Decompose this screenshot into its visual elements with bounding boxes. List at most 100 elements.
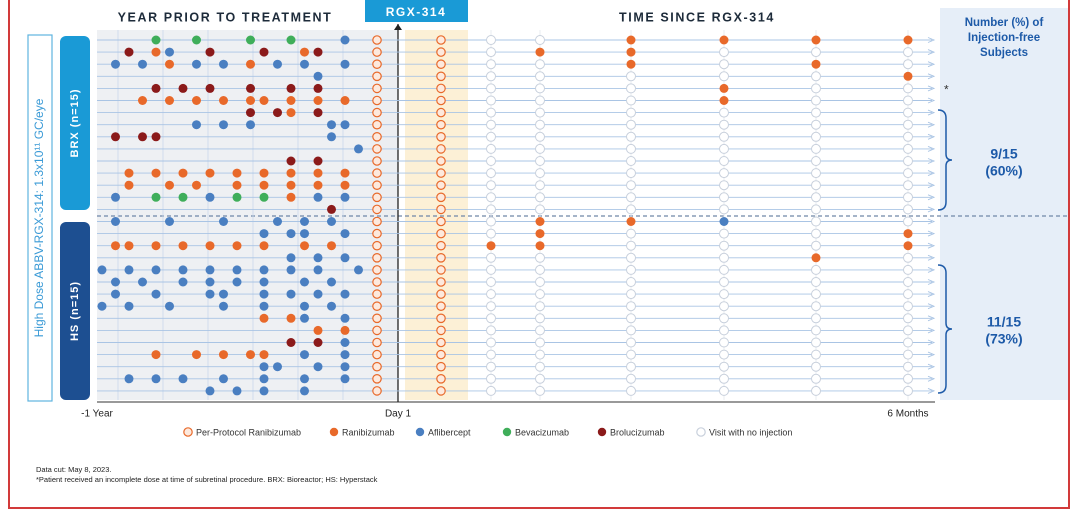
visit-dot [719, 156, 729, 166]
injection-dot [219, 289, 228, 299]
injection-dot [246, 108, 255, 118]
visit-dot [903, 373, 913, 384]
visit-dot [535, 131, 545, 142]
visit-dot [486, 252, 496, 263]
injection-dot [286, 338, 296, 347]
injection-dot [205, 192, 215, 202]
injection-dot [273, 217, 282, 226]
visit-dot [486, 373, 496, 384]
visit-dot [811, 277, 821, 287]
per-protocol-dot [436, 289, 446, 299]
injection-dot [232, 265, 242, 275]
visit-dot [535, 143, 545, 154]
per-protocol-dot [372, 228, 382, 239]
injection-dot [111, 217, 120, 226]
visit-dot [903, 337, 913, 348]
legend-swatch [696, 427, 706, 437]
visit-dot [486, 119, 496, 130]
visit-dot [535, 95, 545, 106]
group-label: HS (n=15) [69, 281, 81, 341]
per-protocol-dot [436, 277, 446, 287]
injection-dot [205, 265, 215, 275]
visit-dot [626, 252, 636, 263]
injection-dot [535, 241, 545, 251]
injection-dot [719, 96, 729, 105]
per-protocol-dot [436, 71, 446, 82]
per-protocol-dot [372, 277, 382, 287]
injection-dot [286, 289, 296, 299]
row-arrow [927, 121, 936, 128]
visit-dot [811, 47, 821, 58]
injection-dot [151, 83, 161, 93]
per-protocol-dot [372, 325, 382, 336]
visit-dot [486, 83, 496, 94]
group-box [60, 222, 90, 400]
injection-dot [300, 47, 309, 57]
injection-dot [626, 217, 636, 226]
visit-dot [535, 168, 545, 179]
injection-dot [111, 277, 120, 287]
injection-dot [300, 350, 309, 360]
visit-dot [719, 385, 729, 396]
injection-dot [903, 71, 913, 81]
visit-dot [486, 313, 496, 324]
row-arrow [927, 375, 936, 382]
injection-dot [138, 132, 147, 142]
visit-dot [811, 289, 821, 300]
visit-dot [535, 313, 545, 324]
visit-dot [486, 264, 496, 275]
injection-dot [246, 83, 255, 93]
row-arrow [927, 133, 936, 140]
injection-dot [340, 253, 350, 263]
visit-dot [535, 252, 545, 263]
injection-dot [313, 289, 323, 299]
injection-dot [178, 277, 188, 287]
visit-dot [719, 71, 729, 82]
visit-dot [811, 192, 821, 203]
per-protocol-dot [436, 349, 446, 360]
visit-dot [535, 59, 545, 70]
injection-dot [192, 350, 201, 360]
injection-dot [259, 301, 269, 311]
visit-dot [535, 301, 545, 312]
injection-dot [232, 192, 242, 202]
injection-dot [124, 301, 134, 311]
injection-dot [124, 265, 134, 275]
visit-dot [903, 119, 913, 130]
row-arrow [927, 73, 936, 80]
per-protocol-dot [372, 301, 382, 311]
per-protocol-dot [436, 192, 446, 203]
visit-dot [486, 361, 496, 372]
injection-dot [313, 83, 323, 93]
row-arrow [927, 206, 936, 213]
visit-dot [626, 337, 636, 348]
injection-dot [300, 374, 309, 384]
injection-dot [313, 156, 323, 166]
visit-dot [535, 180, 545, 191]
injection-dot [340, 229, 350, 239]
row-arrow [927, 170, 936, 177]
injection-dot [286, 108, 296, 118]
row-arrow [927, 303, 936, 310]
injection-dot [340, 289, 350, 299]
legend-label: Brolucizumab [610, 427, 665, 437]
visit-dot [626, 240, 636, 251]
row-arrow [927, 387, 936, 394]
side-panel [940, 8, 1068, 400]
injection-dot [151, 241, 161, 251]
injection-dot [313, 96, 323, 105]
visit-dot [903, 216, 913, 227]
legend-label: Ranibizumab [342, 427, 395, 437]
visit-dot [811, 95, 821, 106]
injection-dot [340, 362, 350, 372]
injection-dot [124, 241, 134, 251]
injection-dot [259, 47, 269, 57]
injection-dot [340, 325, 350, 335]
visit-dot [626, 107, 636, 118]
per-protocol-dot [372, 313, 382, 324]
injection-dot [165, 301, 174, 311]
visit-dot [903, 361, 913, 372]
injection-dot [192, 96, 201, 105]
visit-dot [486, 192, 496, 203]
injection-dot [340, 374, 350, 384]
